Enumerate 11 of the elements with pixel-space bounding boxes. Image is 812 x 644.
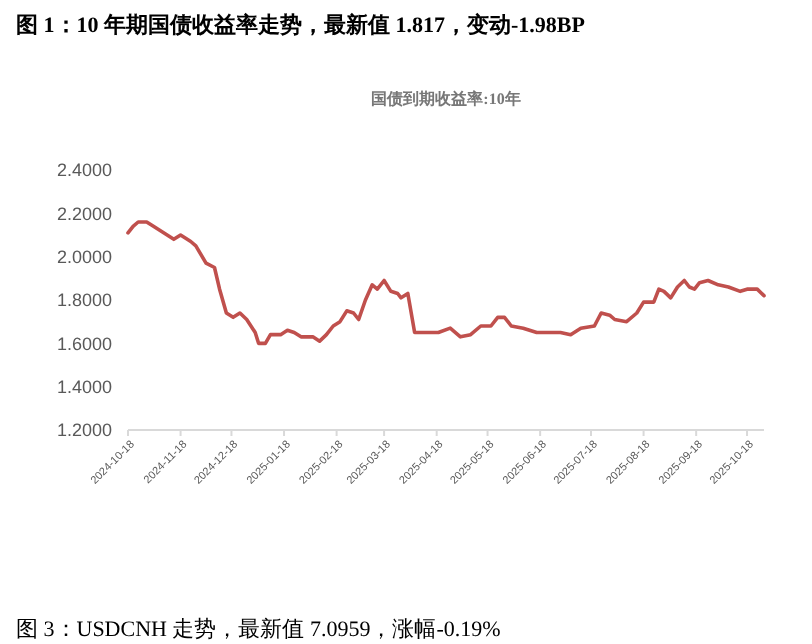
y-tick-label: 1.6000 xyxy=(56,333,112,354)
y-tick-label: 2.2000 xyxy=(56,203,112,224)
y-tick-label: 1.2000 xyxy=(56,420,112,441)
y-tick-label: 1.4000 xyxy=(56,376,112,397)
y-tick-label: 1.8000 xyxy=(56,290,112,311)
caption: 图 3：USDCNH 走势，最新值 7.0959，涨幅-0.19% xyxy=(16,616,501,642)
y-tick-label: 2.4000 xyxy=(56,160,112,181)
y-tick-label: 2.0000 xyxy=(56,246,112,267)
line-series xyxy=(126,220,766,346)
chart-subtitle: 国债到期收益率:10年 xyxy=(371,88,521,108)
chart-title: 图 1：10 年期国债收益率走势，最新值 1.817，变动-1.98BP xyxy=(16,12,586,38)
